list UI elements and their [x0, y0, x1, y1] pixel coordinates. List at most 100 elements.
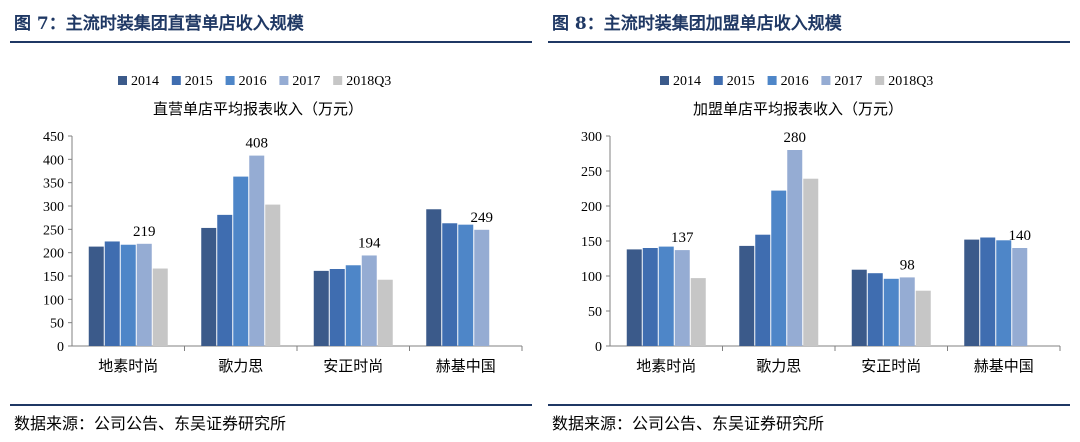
bar-2016 [883, 278, 899, 346]
bar-2016 [658, 246, 674, 346]
bar-2016 [233, 176, 249, 346]
bar-2016 [771, 190, 787, 346]
bar-2017 [899, 277, 915, 346]
bar-2017 [249, 155, 265, 346]
y-tick-label: 450 [43, 130, 64, 145]
y-tick-label: 250 [581, 165, 602, 180]
figure-title: 图 8：主流时装集团加盟单店收入规模 [552, 14, 842, 34]
bar-2014 [851, 269, 867, 346]
legend-swatch [118, 76, 127, 85]
bar-2018Q3 [265, 204, 281, 346]
legend-swatch [333, 76, 343, 85]
legend-swatch [171, 76, 181, 85]
bar-2015 [329, 269, 345, 346]
bar-2016 [458, 224, 474, 346]
bar-2014 [626, 249, 642, 346]
bar-2016 [345, 265, 361, 346]
bar-2014 [739, 245, 755, 346]
legend-label: 2014 [673, 74, 701, 89]
legend-label: 2018Q3 [888, 74, 933, 89]
legend-label: 2018Q3 [346, 74, 391, 89]
source-note: 数据来源：公司公告、东吴证券研究所 [14, 414, 287, 433]
bar-2018Q3 [152, 268, 168, 346]
x-category-label: 赫基中国 [974, 357, 1034, 375]
y-tick-label: 50 [588, 305, 602, 320]
figure-panel-right: 图 8：主流时装集团加盟单店收入规模 2014 2015 2016 2017 2018Q… [548, 0, 1070, 442]
bar-2016 [120, 244, 136, 346]
x-category-label: 赫基中国 [436, 357, 496, 375]
y-tick-label: 150 [43, 270, 64, 285]
store-revenue-chart-franchise: 2014 2015 2016 2017 2018Q3 加盟单店平均报表收入（万元） 0 50 1… [581, 74, 1061, 375]
figure-title: 图 7：主流时装集团直营单店收入规模 [14, 14, 304, 34]
legend-label: 2014 [131, 74, 159, 89]
y-tick-label: 400 [43, 153, 64, 168]
y-tick-label: 350 [43, 177, 64, 192]
legend-label: 2017 [834, 74, 862, 89]
y-tick-label: 150 [581, 235, 602, 250]
data-label: 219 [133, 224, 156, 240]
data-label: 249 [471, 210, 494, 226]
bar-2018Q3 [803, 178, 819, 346]
x-category-label: 地素时尚 [98, 357, 158, 375]
bar-2014 [201, 227, 217, 346]
data-label: 194 [358, 235, 381, 251]
bar-2017 [474, 229, 490, 346]
y-tick-label: 200 [581, 200, 602, 215]
y-tick-label: 50 [50, 317, 64, 332]
bar-2015 [104, 241, 120, 346]
data-label: 140 [1009, 228, 1032, 244]
figure-panel-left: 图 7：主流时装集团直营单店收入规模 2014 2015 2016 2017 2018Q… [10, 0, 532, 442]
bar-2017 [1012, 248, 1028, 346]
legend-label: 2017 [292, 74, 320, 89]
bar-2017 [136, 243, 152, 346]
data-label: 408 [246, 136, 269, 152]
x-category-label: 安正时尚 [861, 357, 921, 375]
source-rule [10, 404, 532, 406]
bar-2018Q3 [915, 290, 931, 346]
x-category-label: 安正时尚 [323, 357, 383, 375]
legend-label: 2016 [239, 74, 267, 89]
chart-title: 直营单店平均报表收入（万元） [153, 100, 363, 118]
legend-swatch [767, 76, 777, 85]
y-tick-label: 100 [581, 270, 602, 285]
bar-2014 [426, 209, 442, 346]
data-label: 98 [900, 257, 915, 273]
legend-swatch [660, 76, 669, 85]
bar-2014 [88, 246, 104, 346]
x-category-label: 歌力思 [218, 357, 263, 375]
bar-2015 [442, 223, 458, 346]
chart-title: 加盟单店平均报表收入（万元） [693, 100, 903, 118]
bar-2017 [361, 255, 377, 346]
legend-label: 2016 [781, 74, 809, 89]
x-category-label: 歌力思 [756, 357, 801, 375]
title-rule [10, 41, 532, 43]
y-tick-label: 200 [43, 247, 64, 262]
bar-2016 [996, 240, 1012, 346]
bar-2015 [642, 248, 658, 346]
legend-swatch [279, 76, 289, 85]
legend-label: 2015 [727, 74, 755, 89]
y-tick-label: 250 [43, 223, 64, 238]
y-tick-label: 300 [581, 130, 602, 145]
legend-swatch [821, 76, 831, 85]
legend-label: 2015 [185, 74, 213, 89]
legend-swatch [875, 76, 885, 85]
y-tick-label: 0 [595, 340, 602, 355]
legend-swatch [225, 76, 235, 85]
title-rule [548, 41, 1070, 43]
bar-2015 [755, 234, 771, 346]
source-note: 数据来源：公司公告、东吴证券研究所 [552, 414, 825, 433]
bar-2015 [867, 273, 883, 346]
y-tick-label: 0 [57, 340, 64, 355]
data-label: 137 [671, 230, 694, 246]
y-tick-label: 300 [43, 200, 64, 215]
bar-2017 [674, 250, 690, 346]
source-rule [548, 404, 1070, 406]
y-tick-label: 100 [43, 293, 64, 308]
bar-2014 [313, 270, 329, 346]
x-category-label: 地素时尚 [636, 357, 696, 375]
bar-2015 [217, 214, 233, 346]
bar-2014 [964, 239, 980, 346]
bar-2018Q3 [690, 278, 706, 346]
bar-2018Q3 [377, 279, 393, 346]
